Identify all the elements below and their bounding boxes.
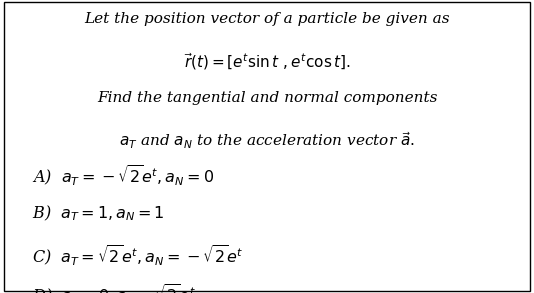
Text: A)  $a_T = -\sqrt{2}e^t, a_N = 0$: A) $a_T = -\sqrt{2}e^t, a_N = 0$ xyxy=(32,164,214,188)
Text: B)  $a_T = 1, a_N = 1$: B) $a_T = 1, a_N = 1$ xyxy=(32,204,164,223)
Text: $a_T$ and $a_N$ to the acceleration vector $\vec{a}.$: $a_T$ and $a_N$ to the acceleration vect… xyxy=(119,130,415,151)
Text: D)  $a_T = 0, a_N = \sqrt{2}e^t$: D) $a_T = 0, a_N = \sqrt{2}e^t$ xyxy=(32,283,196,293)
Text: Find the tangential and normal components: Find the tangential and normal component… xyxy=(97,91,437,105)
Text: $\vec{r}(t) = [e^t \sin t \ ,e^t \cos t].$: $\vec{r}(t) = [e^t \sin t \ ,e^t \cos t]… xyxy=(184,51,350,72)
Text: Let the position vector of a particle be given as: Let the position vector of a particle be… xyxy=(84,12,450,26)
Text: C)  $a_T = \sqrt{2}e^t, a_N = -\sqrt{2}e^t$: C) $a_T = \sqrt{2}e^t, a_N = -\sqrt{2}e^… xyxy=(32,243,244,268)
